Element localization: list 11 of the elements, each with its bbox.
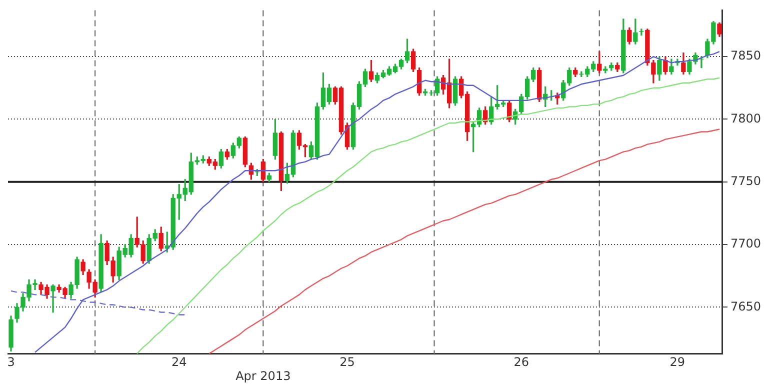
x-tick-label: 3 (7, 354, 15, 369)
y-tick-label: 7800 (730, 111, 762, 126)
y-tick-label: 7850 (730, 48, 762, 63)
x-tick-label: 26 (514, 354, 529, 369)
x-tick-label: 25 (340, 354, 355, 369)
y-tick-label: 7750 (730, 174, 762, 188)
y-tick-label: 7700 (730, 236, 762, 251)
y-tick-label: 7650 (730, 299, 762, 314)
x-tick-label: 29 (670, 354, 686, 369)
text: Apr 2013 (236, 369, 291, 384)
x-tick-label: 24 (171, 354, 187, 369)
